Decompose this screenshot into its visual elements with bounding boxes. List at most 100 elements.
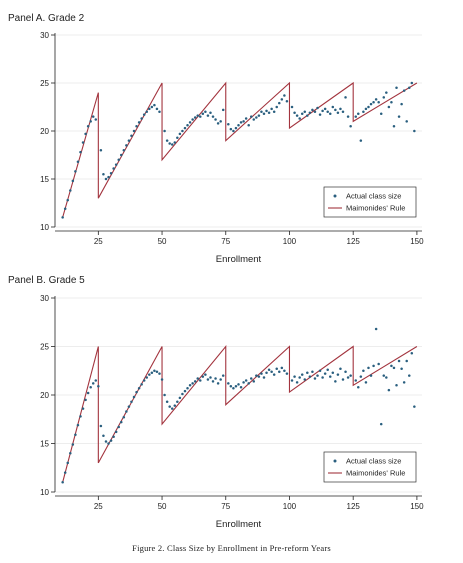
x-tick-label: 75 <box>221 237 230 246</box>
data-point <box>379 422 383 426</box>
data-point <box>221 108 225 112</box>
data-point <box>201 375 205 378</box>
y-tick-label: 20 <box>40 391 49 400</box>
data-point <box>204 373 207 376</box>
data-point <box>239 385 243 389</box>
data-point <box>262 112 266 115</box>
data-point <box>374 98 378 101</box>
data-point <box>122 416 126 419</box>
data-point <box>369 374 373 377</box>
data-point <box>290 105 294 109</box>
data-point <box>120 153 123 157</box>
data-point <box>300 373 304 376</box>
legend-marker-point <box>333 194 337 198</box>
data-point <box>318 369 322 372</box>
data-point <box>385 376 388 379</box>
data-point <box>278 370 281 373</box>
data-point <box>181 392 184 396</box>
data-point <box>359 375 363 378</box>
data-point <box>132 395 136 399</box>
y-tick-label: 10 <box>40 223 49 232</box>
data-point <box>125 144 128 147</box>
data-point <box>308 111 312 115</box>
data-point <box>94 118 98 121</box>
x-tick-label: 125 <box>347 237 361 246</box>
data-point <box>260 372 263 375</box>
data-point <box>94 379 98 382</box>
data-point <box>186 123 189 127</box>
data-point <box>71 179 75 183</box>
data-point <box>97 385 100 388</box>
data-point <box>283 369 286 372</box>
data-point <box>357 385 360 389</box>
data-point <box>181 129 184 133</box>
data-point <box>377 100 380 104</box>
data-point <box>252 380 256 383</box>
data-point <box>267 368 271 372</box>
data-point <box>170 407 174 410</box>
data-point <box>336 373 340 376</box>
data-point <box>334 108 337 112</box>
data-point <box>127 139 131 142</box>
data-point <box>117 425 120 429</box>
data-point <box>237 383 240 386</box>
data-point <box>84 132 87 136</box>
data-point <box>112 435 115 438</box>
data-point <box>176 400 179 404</box>
data-point <box>160 378 164 381</box>
data-point <box>367 105 370 109</box>
data-point <box>306 371 309 374</box>
data-point <box>313 110 317 114</box>
data-point <box>270 107 273 111</box>
data-point <box>227 123 230 126</box>
data-point <box>135 390 138 394</box>
data-point <box>329 375 332 378</box>
data-point <box>216 382 220 385</box>
data-point <box>313 377 317 380</box>
data-point <box>216 122 220 125</box>
x-tick-label: 100 <box>283 237 297 246</box>
x-tick-label: 75 <box>221 502 230 511</box>
data-point <box>341 378 345 381</box>
data-point <box>89 385 92 389</box>
data-point <box>66 198 69 202</box>
data-point <box>278 101 281 105</box>
legend-label: Maimonides' Rule <box>346 469 405 478</box>
data-point <box>81 141 85 144</box>
y-tick-label: 15 <box>40 175 49 184</box>
data-point <box>369 102 373 106</box>
data-point <box>308 375 312 378</box>
data-point <box>300 112 304 115</box>
data-point <box>71 443 75 446</box>
data-point <box>410 352 414 355</box>
data-point <box>311 108 314 112</box>
data-point <box>341 110 345 114</box>
data-point <box>104 177 108 181</box>
data-point <box>397 115 401 118</box>
legend-label: Maimonides' Rule <box>346 204 405 213</box>
data-point <box>349 124 352 128</box>
data-point <box>298 376 301 379</box>
data-point <box>63 207 67 211</box>
data-point <box>232 386 235 390</box>
legend-box <box>323 451 417 483</box>
data-point <box>260 110 263 114</box>
data-point <box>400 367 403 371</box>
x-tick-label: 125 <box>347 502 361 511</box>
data-point <box>148 373 151 376</box>
data-point <box>252 118 256 121</box>
data-point <box>239 121 243 124</box>
panel-title: Panel A. Grade 2 <box>8 13 85 24</box>
data-point <box>209 376 212 379</box>
data-point <box>339 107 342 111</box>
data-point <box>91 382 95 385</box>
data-point <box>354 379 357 382</box>
data-point <box>127 405 131 408</box>
data-point <box>69 189 72 192</box>
data-point <box>120 420 123 424</box>
actual-class-size-points <box>61 81 416 219</box>
data-point <box>125 410 128 413</box>
data-point <box>265 371 268 374</box>
data-point <box>382 374 386 377</box>
data-point <box>323 107 327 111</box>
